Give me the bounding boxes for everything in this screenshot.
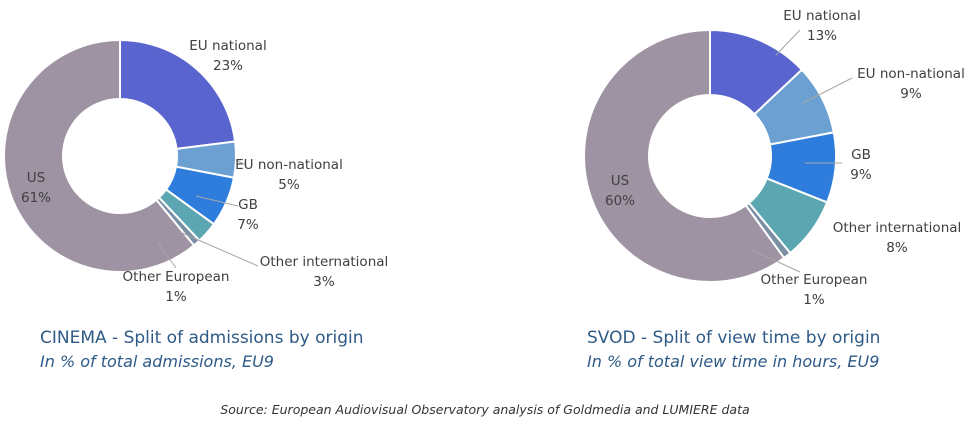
slice-value-eu-national: 23% [213,58,243,74]
slice-us [3,38,196,273]
leader-line-eu-national [775,29,801,56]
slice-label-us: US [27,170,45,186]
chart-title-svod: SVOD - Split of view time by origin [587,328,881,348]
leader-line-eu-non-national [802,77,853,104]
chart-subtitle-svod: In % of total view time in hours, EU9 [587,352,880,371]
leader-line-other-european [157,242,177,269]
slice-value-other-european: 1% [803,292,825,308]
slice-label-us: US [611,173,629,189]
chart-title-cinema: CINEMA - Split of admissions by origin [40,328,364,348]
leader-line-other-international [179,231,259,267]
slice-value-us: 61% [21,190,51,206]
slice-label-eu-non-national: EU non-national [857,66,965,82]
slice-label-eu-non-national: EU non-national [235,157,343,173]
slice-value-other-international: 8% [886,240,908,256]
slice-label-other-european: Other European [123,269,230,285]
source-note: Source: European Audiovisual Observatory… [220,402,750,417]
slice-eu-national [119,38,237,150]
leader-line-gb [195,195,239,207]
leader-line-eu-non-national [235,159,247,166]
slice-value-eu-non-national: 5% [278,177,300,193]
slice-value-gb: 7% [237,217,259,233]
slice-label-other-european: Other European [761,272,868,288]
slice-label-eu-national: EU national [783,8,860,24]
chart-subtitle-cinema: In % of total admissions, EU9 [40,352,274,371]
slice-value-eu-national: 13% [807,28,837,44]
slice-value-us: 60% [605,193,635,209]
leader-line-other-european [751,249,801,273]
slice-label-other-international: Other international [260,254,389,270]
donut-svod: EU national 13% EU non-national 9% GB 9% Other… [583,8,965,308]
slice-value-eu-non-national: 9% [900,86,922,102]
donut-cinema: EU national 23% EU non-national 5% GB 7% Other… [3,38,389,305]
slice-label-eu-national: EU national [189,38,266,54]
slice-label-gb: GB [851,147,871,163]
slice-value-other-european: 1% [165,289,187,305]
slice-value-other-international: 3% [313,274,335,290]
slice-label-gb: GB [238,197,258,213]
slice-value-gb: 9% [850,167,872,183]
slice-label-other-international: Other international [833,220,962,236]
slice-us [583,28,786,283]
